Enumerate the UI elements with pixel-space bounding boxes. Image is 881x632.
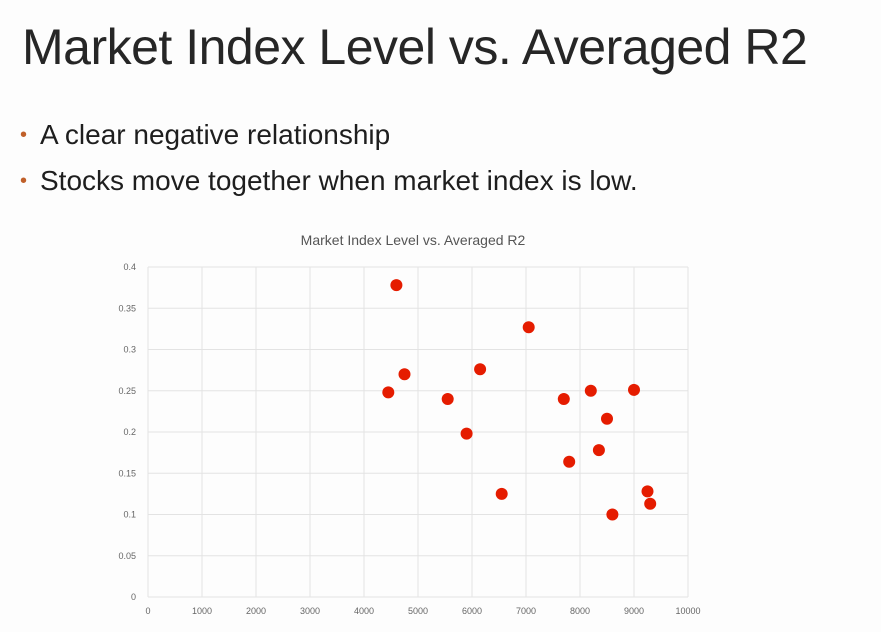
x-tick-label: 3000 bbox=[300, 606, 320, 616]
x-tick-label: 0 bbox=[145, 606, 150, 616]
y-tick-label: 0.35 bbox=[118, 303, 136, 313]
data-point bbox=[592, 444, 605, 457]
y-tick-label: 0.2 bbox=[123, 427, 136, 437]
x-tick-label: 5000 bbox=[408, 606, 428, 616]
data-point bbox=[522, 321, 535, 334]
data-point bbox=[644, 497, 657, 510]
data-point bbox=[601, 412, 613, 425]
data-point bbox=[441, 393, 454, 405]
x-tick-label: 7000 bbox=[516, 606, 536, 616]
data-point bbox=[584, 384, 597, 397]
data-point bbox=[557, 393, 570, 405]
x-tick-label: 8000 bbox=[570, 606, 590, 616]
x-tick-label: 4000 bbox=[354, 606, 374, 616]
y-tick-label: 0.4 bbox=[123, 262, 136, 272]
y-tick-label: 0.3 bbox=[123, 345, 136, 355]
data-point bbox=[460, 427, 473, 440]
chart-points bbox=[382, 279, 657, 521]
bullet-dot-icon: • bbox=[20, 170, 28, 192]
x-tick-label: 1000 bbox=[192, 606, 212, 616]
chart-svg: Market Index Level vs. Averaged R2 0 1000… bbox=[118, 232, 700, 616]
data-point bbox=[382, 386, 395, 399]
data-point bbox=[641, 485, 654, 498]
x-tick-label: 6000 bbox=[462, 606, 482, 616]
data-point bbox=[563, 455, 576, 468]
data-point bbox=[495, 487, 508, 500]
data-point bbox=[606, 508, 619, 521]
scatter-chart: Market Index Level vs. Averaged R2 0 1000… bbox=[108, 224, 708, 624]
data-point bbox=[474, 363, 487, 376]
x-tick-label: 9000 bbox=[624, 606, 644, 616]
bullet-text: A clear negative relationship bbox=[40, 119, 391, 150]
bullet-dot-icon: • bbox=[20, 124, 28, 146]
bullet-item: • Stocks move together when market index… bbox=[18, 158, 638, 204]
y-tick-label: 0.1 bbox=[123, 510, 136, 520]
bullet-item: • A clear negative relationship bbox=[18, 112, 638, 158]
y-tick-label: 0.25 bbox=[118, 386, 136, 396]
y-tick-label: 0.05 bbox=[118, 551, 136, 561]
y-tick-label: 0.15 bbox=[118, 468, 136, 478]
slide-title: Market Index Level vs. Averaged R2 bbox=[22, 19, 808, 75]
chart-grid bbox=[147, 266, 689, 598]
x-tick-label: 10000 bbox=[675, 606, 700, 616]
data-point bbox=[628, 383, 640, 396]
bullet-text: Stocks move together when market index i… bbox=[40, 165, 638, 196]
chart-tick-labels: 0 1000 2000 3000 4000 5000 6000 7000 8000 9000 100… bbox=[118, 262, 700, 616]
bullet-list: • A clear negative relationship • Stocks… bbox=[18, 112, 638, 204]
y-tick-label: 0 bbox=[131, 592, 136, 602]
data-point bbox=[398, 368, 411, 381]
x-tick-label: 2000 bbox=[246, 606, 266, 616]
chart-title: Market Index Level vs. Averaged R2 bbox=[301, 232, 526, 248]
data-point bbox=[390, 279, 403, 292]
